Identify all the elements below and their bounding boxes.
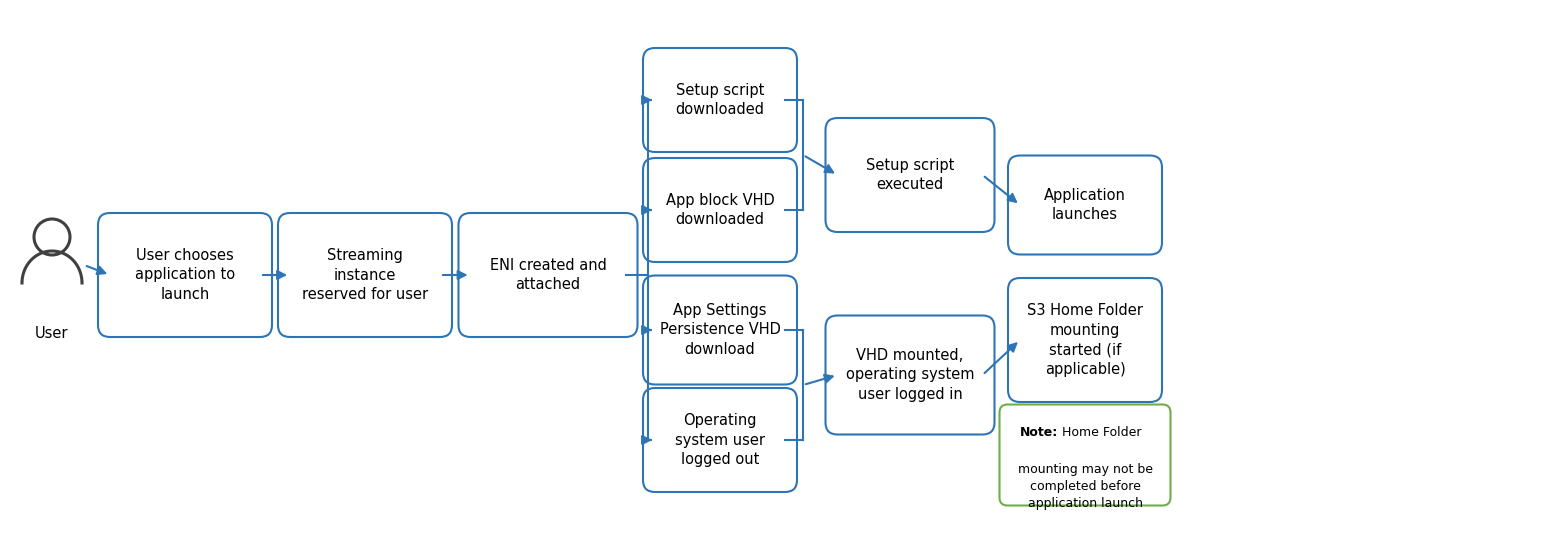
- FancyBboxPatch shape: [826, 118, 995, 232]
- FancyBboxPatch shape: [644, 48, 797, 152]
- FancyBboxPatch shape: [644, 276, 797, 384]
- Text: ENI created and
attached: ENI created and attached: [489, 257, 606, 293]
- Text: User chooses
application to
launch: User chooses application to launch: [135, 248, 235, 302]
- Text: App block VHD
downloaded: App block VHD downloaded: [665, 193, 775, 227]
- Text: Setup script
executed: Setup script executed: [866, 158, 954, 192]
- FancyBboxPatch shape: [999, 405, 1171, 506]
- Text: Note:: Note:: [1019, 427, 1058, 440]
- FancyBboxPatch shape: [1009, 155, 1162, 255]
- Text: Application
launches: Application launches: [1044, 188, 1126, 222]
- Text: mounting may not be
completed before
application launch: mounting may not be completed before app…: [1018, 463, 1153, 510]
- Text: Operating
system user
logged out: Operating system user logged out: [674, 413, 766, 467]
- FancyBboxPatch shape: [644, 388, 797, 492]
- Text: User: User: [36, 326, 68, 340]
- Text: Streaming
instance
reserved for user: Streaming instance reserved for user: [302, 248, 429, 302]
- FancyBboxPatch shape: [826, 316, 995, 434]
- Text: App Settings
Persistence VHD
download: App Settings Persistence VHD download: [659, 302, 780, 357]
- Text: S3 Home Folder
mounting
started (if
applicable): S3 Home Folder mounting started (if appl…: [1027, 303, 1143, 377]
- Text: Setup script
downloaded: Setup script downloaded: [676, 82, 764, 117]
- FancyBboxPatch shape: [458, 213, 637, 337]
- FancyBboxPatch shape: [278, 213, 452, 337]
- FancyBboxPatch shape: [644, 158, 797, 262]
- Text: Home Folder: Home Folder: [1058, 427, 1142, 440]
- FancyBboxPatch shape: [1009, 278, 1162, 402]
- FancyBboxPatch shape: [97, 213, 272, 337]
- Text: VHD mounted,
operating system
user logged in: VHD mounted, operating system user logge…: [846, 348, 975, 402]
